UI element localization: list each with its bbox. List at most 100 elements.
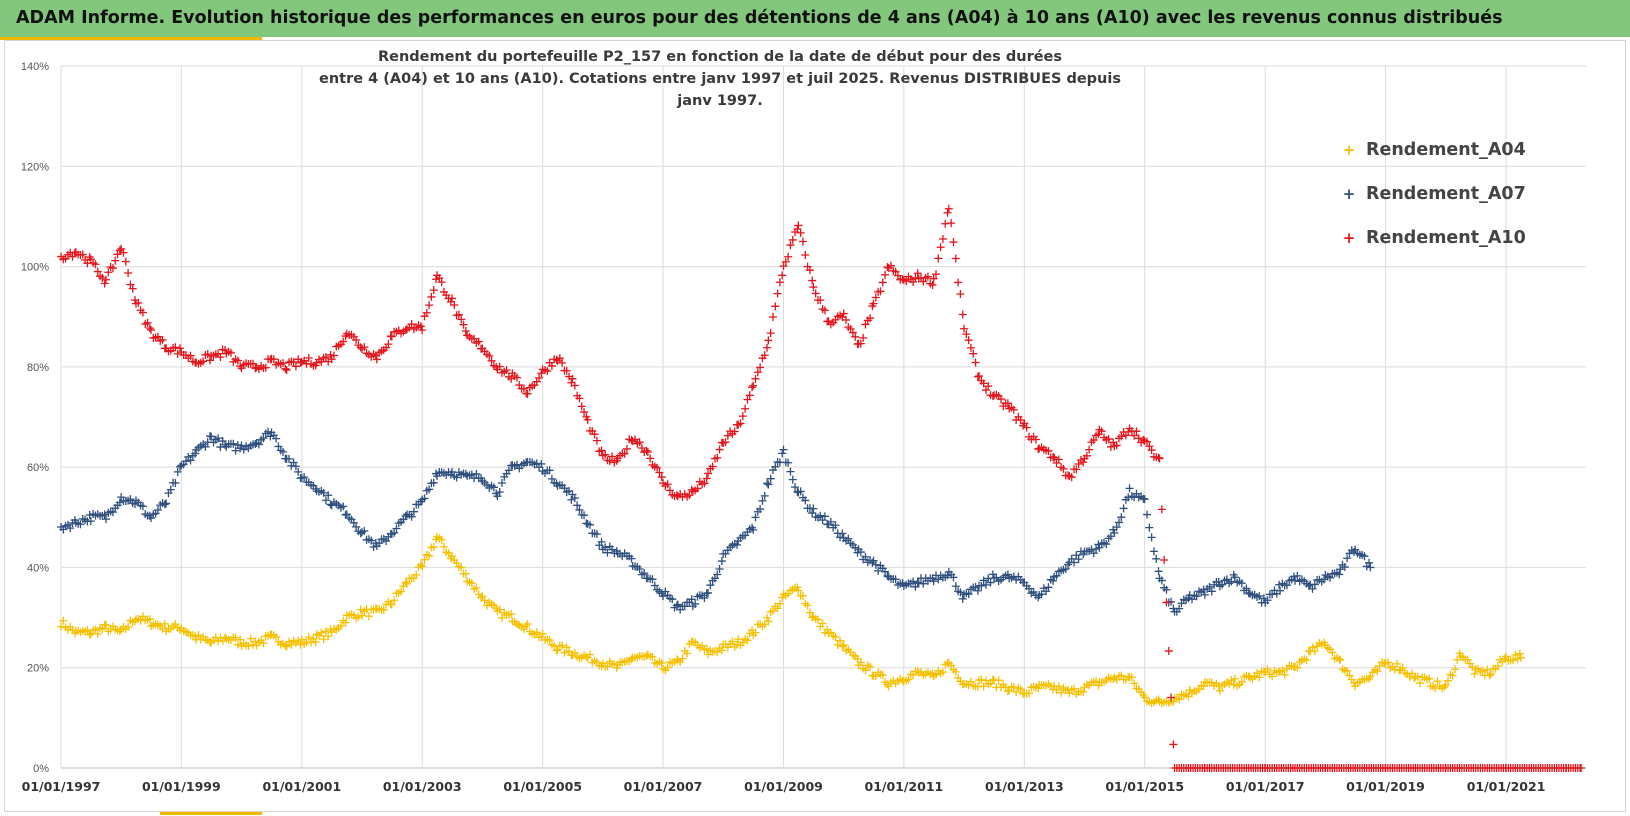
- marker-rendement-a10: [932, 270, 941, 279]
- marker-rendement-a07: [1095, 543, 1104, 552]
- marker-rendement-a07: [687, 595, 696, 604]
- marker-rendement-a07: [300, 473, 309, 482]
- marker-rendement-a10: [558, 358, 567, 367]
- marker-rendement-a04: [244, 642, 253, 651]
- marker-rendement-a07: [171, 478, 180, 487]
- x-tick-label: 01/01/2007: [624, 779, 703, 794]
- marker-rendement-a10: [966, 343, 975, 352]
- marker-rendement-a07: [100, 510, 109, 519]
- marker-rendement-a10: [1169, 740, 1178, 749]
- marker-rendement-a10: [91, 260, 100, 269]
- marker-rendement-a04: [1478, 666, 1487, 675]
- marker-rendement-a07: [573, 501, 582, 510]
- marker-rendement-a04: [523, 620, 532, 629]
- marker-rendement-a04: [379, 605, 388, 614]
- marker-rendement-a04: [1237, 678, 1246, 687]
- marker-rendement-a07: [1117, 513, 1126, 522]
- marker-rendement-a04: [1230, 674, 1239, 683]
- marker-rendement-a10: [171, 343, 180, 352]
- marker-rendement-a07: [86, 517, 95, 526]
- marker-rendement-a04: [1393, 659, 1402, 668]
- marker-rendement-a07: [601, 543, 610, 552]
- marker-rendement-a10: [646, 454, 655, 463]
- marker-rendement-a10: [1064, 471, 1073, 480]
- marker-rendement-a04: [1493, 662, 1502, 671]
- marker-rendement-a10: [590, 430, 599, 439]
- marker-rendement-a04: [764, 617, 773, 626]
- marker-rendement-a10: [809, 283, 818, 292]
- marker-rendement-a07: [796, 487, 805, 496]
- marker-rendement-a04: [805, 608, 814, 617]
- legend-marker-a04: +: [1342, 141, 1356, 159]
- marker-rendement-a04: [702, 644, 711, 653]
- x-tick-label: 01/01/2005: [503, 779, 582, 794]
- marker-rendement-a04: [319, 635, 328, 644]
- marker-rendement-a04: [558, 641, 567, 650]
- marker-rendement-a07: [409, 507, 418, 516]
- marker-rendement-a10: [485, 351, 494, 360]
- marker-rendement-a07: [1199, 585, 1208, 594]
- marker-rendement-a10: [1054, 455, 1063, 464]
- marker-rendement-a10: [708, 462, 717, 471]
- marker-rendement-a04: [231, 633, 240, 642]
- marker-rendement-a07: [869, 556, 878, 565]
- marker-rendement-a04: [1425, 674, 1434, 683]
- marker-rendement-a04: [429, 542, 438, 551]
- marker-rendement-a07: [420, 494, 429, 503]
- marker-rendement-a07: [580, 511, 589, 520]
- marker-rendement-a04: [57, 622, 65, 631]
- marker-rendement-a04: [1169, 697, 1178, 706]
- marker-rendement-a10: [693, 484, 702, 493]
- marker-rendement-a04: [979, 682, 988, 691]
- marker-rendement-a04: [1373, 667, 1382, 676]
- marker-rendement-a04: [794, 586, 803, 595]
- marker-rendement-a04: [1024, 689, 1033, 698]
- marker-rendement-a04: [124, 622, 133, 631]
- marker-rendement-a04: [728, 637, 737, 646]
- marker-rendement-a10: [741, 404, 750, 413]
- marker-rendement-a04: [1057, 688, 1066, 697]
- marker-rendement-a07: [76, 520, 85, 529]
- marker-rendement-a07: [1227, 577, 1236, 586]
- marker-rendement-a07: [321, 496, 330, 505]
- marker-rendement-a10: [866, 314, 875, 323]
- marker-rendement-a10: [592, 436, 601, 445]
- marker-rendement-a07: [495, 488, 504, 497]
- marker-rendement-a10: [653, 463, 662, 472]
- marker-rendement-a07: [272, 434, 281, 443]
- marker-rendement-a04: [272, 633, 281, 642]
- marker-rendement-a04: [1413, 672, 1422, 681]
- marker-rendement-a04: [560, 648, 569, 657]
- marker-rendement-a07: [66, 524, 75, 533]
- marker-rendement-a04: [648, 652, 657, 661]
- marker-rendement-a07: [1044, 583, 1053, 592]
- marker-rendement-a07: [537, 459, 546, 468]
- marker-rendement-a10: [1134, 434, 1143, 443]
- marker-rendement-a10: [249, 359, 258, 368]
- marker-rendement-a10: [418, 326, 427, 335]
- marker-rendement-a04: [321, 627, 330, 636]
- marker-rendement-a10: [954, 278, 963, 287]
- marker-rendement-a04: [1336, 655, 1345, 664]
- marker-rendement-a10: [1072, 465, 1081, 474]
- marker-rendement-a10: [1079, 458, 1088, 467]
- marker-rendement-a04: [281, 641, 290, 650]
- legend-label-a07: Rendement_A07: [1366, 184, 1526, 204]
- marker-rendement-a04: [336, 621, 345, 630]
- marker-rendement-a10: [745, 391, 754, 400]
- marker-rendement-a07: [497, 478, 506, 487]
- marker-rendement-a10: [384, 340, 393, 349]
- marker-rendement-a10: [715, 445, 724, 454]
- marker-rendement-a10: [775, 278, 784, 287]
- marker-rendement-a07: [758, 496, 767, 505]
- marker-rendement-a07: [433, 472, 442, 481]
- marker-rendement-a10: [702, 474, 711, 483]
- marker-rendement-a07: [650, 581, 659, 590]
- marker-rendement-a04: [1278, 666, 1287, 675]
- marker-rendement-a07: [221, 440, 230, 449]
- marker-rendement-a04: [317, 628, 326, 637]
- marker-rendement-a07: [425, 485, 434, 494]
- marker-rendement-a10: [279, 359, 288, 368]
- marker-rendement-a10: [1132, 427, 1141, 436]
